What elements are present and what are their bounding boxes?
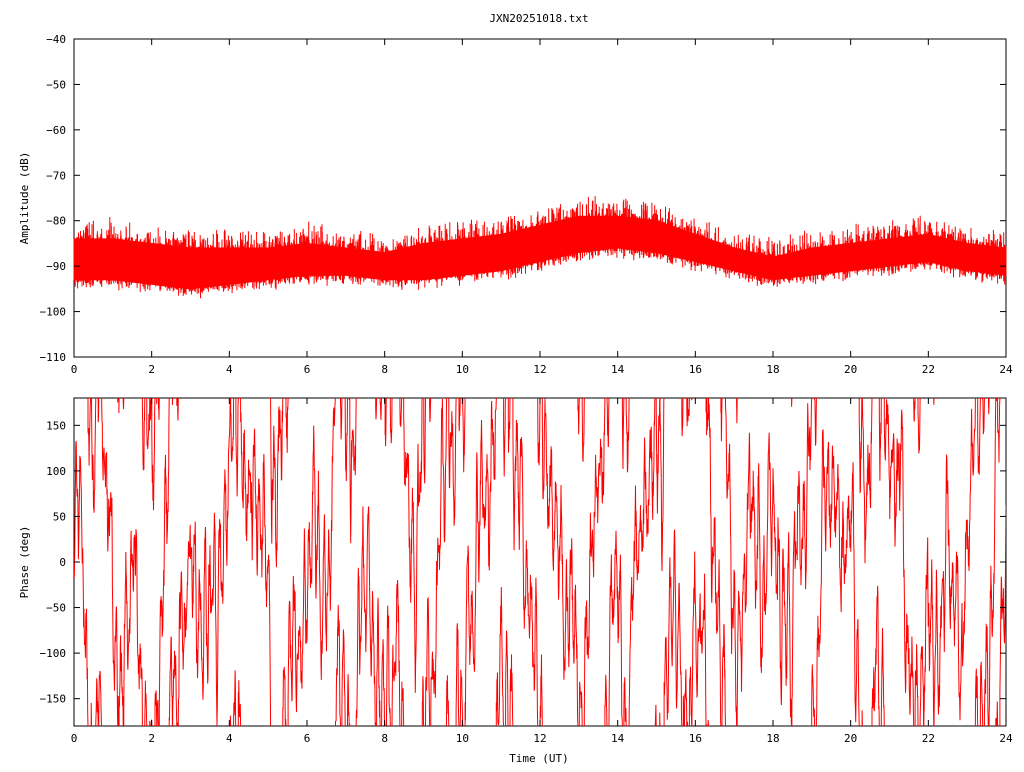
y-tick-label: 0	[59, 556, 66, 569]
amplitude-ticks: 0 2 4 6 8 10 12 14 16 18 20 22 24−110−100−90−80−70−6…	[40, 33, 1013, 376]
x-tick-label: 22	[922, 732, 935, 745]
x-tick-label: 10	[456, 363, 469, 376]
amplitude-series	[73, 196, 1007, 299]
x-tick-label: 18	[766, 363, 779, 376]
x-tick-label: 16	[689, 732, 702, 745]
x-tick-label: 20	[844, 363, 857, 376]
amplitude-panel: 0 2 4 6 8 10 12 14 16 18 20 22 24−110−100−90−80−70−6…	[18, 33, 1013, 376]
amplitude-y-axis-label: Amplitude (dB)	[18, 152, 31, 245]
x-tick-label: 18	[766, 732, 779, 745]
phase-ticks: 0 2 4 6 8 10 12 14 16 18 20 22 24−150−100−5005010015…	[40, 398, 1013, 745]
phase-y-axis-label: Phase (deg)	[18, 526, 31, 599]
x-tick-label: 10	[456, 732, 469, 745]
x-tick-label: 6	[304, 732, 311, 745]
y-tick-label: −100	[40, 647, 67, 660]
y-tick-label: 100	[46, 465, 66, 478]
x-tick-label: 6	[304, 363, 311, 376]
x-tick-label: 20	[844, 732, 857, 745]
x-tick-label: 12	[533, 732, 546, 745]
x-tick-label: 4	[226, 732, 233, 745]
y-tick-label: −40	[46, 33, 66, 46]
amplitude-plot-frame	[73, 38, 1007, 358]
y-tick-label: −80	[46, 215, 66, 228]
x-tick-label: 8	[381, 732, 388, 745]
x-tick-label: 14	[611, 363, 625, 376]
x-tick-label: 24	[999, 363, 1013, 376]
phase-trace	[74, 398, 1006, 726]
x-tick-label: 22	[922, 363, 935, 376]
y-tick-label: −110	[40, 351, 67, 364]
phase-x-axis-label: Time (UT)	[509, 752, 569, 765]
x-tick-label: 16	[689, 363, 702, 376]
phase-series	[74, 398, 1006, 726]
y-tick-label: 150	[46, 419, 66, 432]
y-tick-label: −60	[46, 124, 66, 137]
x-tick-label: 12	[533, 363, 546, 376]
y-tick-label: −90	[46, 260, 66, 273]
x-tick-label: 0	[71, 363, 78, 376]
y-tick-label: 50	[53, 510, 66, 523]
y-tick-label: −150	[40, 693, 67, 706]
x-tick-label: 8	[381, 363, 388, 376]
y-tick-label: −70	[46, 169, 66, 182]
y-tick-label: −50	[46, 78, 66, 91]
x-tick-label: 14	[611, 732, 625, 745]
amplitude-noise-spikes	[74, 196, 1006, 299]
x-tick-label: 0	[71, 732, 78, 745]
x-tick-label: 2	[148, 732, 155, 745]
x-tick-label: 4	[226, 363, 233, 376]
chart-title: JXN20251018.txt	[489, 12, 588, 25]
y-tick-label: −100	[40, 306, 67, 319]
x-tick-label: 2	[148, 363, 155, 376]
phase-panel: 0 2 4 6 8 10 12 14 16 18 20 22 24−150−100−5005010015…	[18, 397, 1013, 765]
x-tick-label: 24	[999, 732, 1013, 745]
y-tick-label: −50	[46, 602, 66, 615]
